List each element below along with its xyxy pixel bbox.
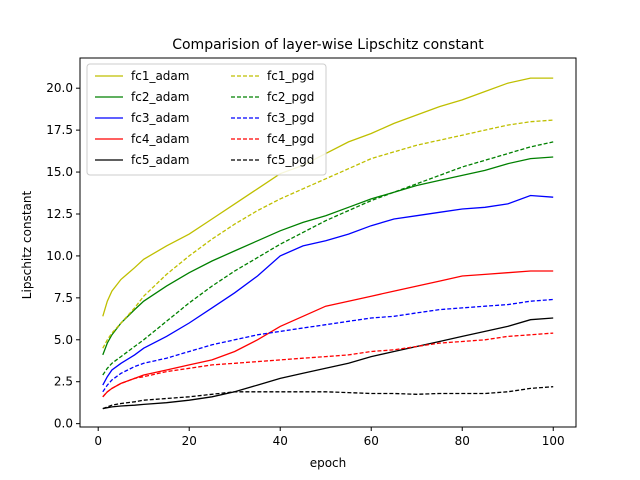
y-tick-label: 5.0 xyxy=(54,333,73,347)
series-line-fc5_pgd xyxy=(102,386,554,410)
y-tick-label: 20.0 xyxy=(46,81,73,95)
legend-label: fc2_pgd xyxy=(267,90,314,104)
series-line-fc1_pgd xyxy=(102,119,554,349)
series-lines xyxy=(102,77,554,410)
legend-label: fc2_adam xyxy=(131,90,189,104)
x-tick-label: 100 xyxy=(542,434,565,448)
legend-label: fc3_adam xyxy=(131,111,189,125)
series-line-fc2_pgd xyxy=(102,141,554,376)
series-line-fc2_adam xyxy=(102,156,554,356)
legend-label: fc3_pgd xyxy=(267,111,314,125)
series-line-fc3_adam xyxy=(102,194,554,386)
y-tick-label: 2.5 xyxy=(54,375,73,389)
legend-label: fc5_pgd xyxy=(267,153,314,167)
y-axis-label: Lipschitz constant xyxy=(20,191,34,300)
series-line-fc4_pgd xyxy=(102,332,554,398)
x-axis-label: epoch xyxy=(310,456,347,470)
y-tick-label: 17.5 xyxy=(46,123,73,137)
y-tick-label: 0.0 xyxy=(54,417,73,431)
y-tick-label: 12.5 xyxy=(46,207,73,221)
plot-area xyxy=(79,57,577,428)
plot-frame xyxy=(79,57,577,428)
y-tick-label: 10.0 xyxy=(46,249,73,263)
series-line-fc4_adam xyxy=(102,270,554,398)
legend-label: fc1_pgd xyxy=(267,69,314,83)
legend-label: fc1_adam xyxy=(131,69,189,83)
x-tick-label: 40 xyxy=(273,434,288,448)
x-axis: 0 20 40 60 80 100 xyxy=(94,427,565,448)
legend-label: fc4_pgd xyxy=(267,132,314,146)
series-line-fc5_adam xyxy=(102,317,554,410)
x-tick-label: 20 xyxy=(182,434,197,448)
legend-label: fc5_adam xyxy=(131,153,189,167)
x-tick-label: 0 xyxy=(94,434,102,448)
y-tick-label: 7.5 xyxy=(54,291,73,305)
series-line-fc3_pgd xyxy=(102,298,554,393)
legend-label: fc4_adam xyxy=(131,132,189,146)
chart-title: Comparision of layer-wise Lipschitz cons… xyxy=(172,37,484,53)
y-axis: 0.0 2.5 5.0 7.5 10.0 12.5 15.0 17.5 20.0 xyxy=(46,81,80,431)
legend-box xyxy=(86,63,327,176)
y-tick-label: 15.0 xyxy=(46,165,73,179)
legend: fc1_adam fc2_adam fc3_adam fc4_adam fc5_adam… xyxy=(86,63,327,176)
x-tick-label: 80 xyxy=(455,434,470,448)
x-tick-label: 60 xyxy=(364,434,379,448)
